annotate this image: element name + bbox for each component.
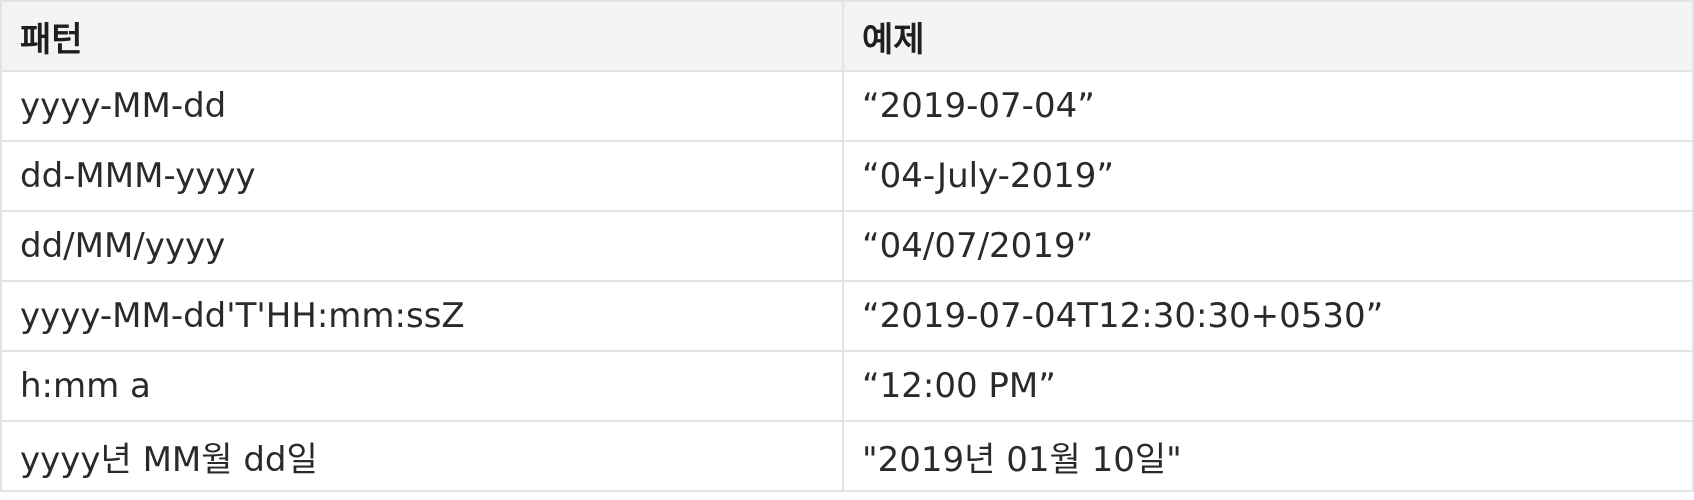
table-row: yyyy-MM-dd “2019-07-04” <box>0 70 1694 142</box>
example-cell: "2019년 01월 10일" <box>842 420 1694 492</box>
table-row: yyyy년 MM월 dd일 "2019년 01월 10일" <box>0 420 1694 492</box>
pattern-cell: dd/MM/yyyy <box>0 210 844 282</box>
table-row: dd-MMM-yyyy “04-July-2019” <box>0 140 1694 212</box>
example-cell: “12:00 PM” <box>842 350 1694 422</box>
column-header-pattern: 패턴 <box>0 0 844 72</box>
pattern-cell: dd-MMM-yyyy <box>0 140 844 212</box>
pattern-cell: yyyy-MM-dd'T'HH:mm:ssZ <box>0 280 844 352</box>
table-row: dd/MM/yyyy “04/07/2019” <box>0 210 1694 282</box>
table-row: yyyy-MM-dd'T'HH:mm:ssZ “2019-07-04T12:30… <box>0 280 1694 352</box>
pattern-cell: yyyy년 MM월 dd일 <box>0 420 844 492</box>
example-cell: “04-July-2019” <box>842 140 1694 212</box>
header-row: 패턴 예제 <box>0 0 1694 72</box>
column-header-example: 예제 <box>842 0 1694 72</box>
table-row: h:mm a “12:00 PM” <box>0 350 1694 422</box>
table-header: 패턴 예제 <box>0 0 1694 72</box>
pattern-cell: h:mm a <box>0 350 844 422</box>
example-cell: “04/07/2019” <box>842 210 1694 282</box>
example-cell: “2019-07-04” <box>842 70 1694 142</box>
pattern-cell: yyyy-MM-dd <box>0 70 844 142</box>
example-cell: “2019-07-04T12:30:30+0530” <box>842 280 1694 352</box>
table-body: yyyy-MM-dd “2019-07-04” dd-MMM-yyyy “04-… <box>0 70 1694 492</box>
